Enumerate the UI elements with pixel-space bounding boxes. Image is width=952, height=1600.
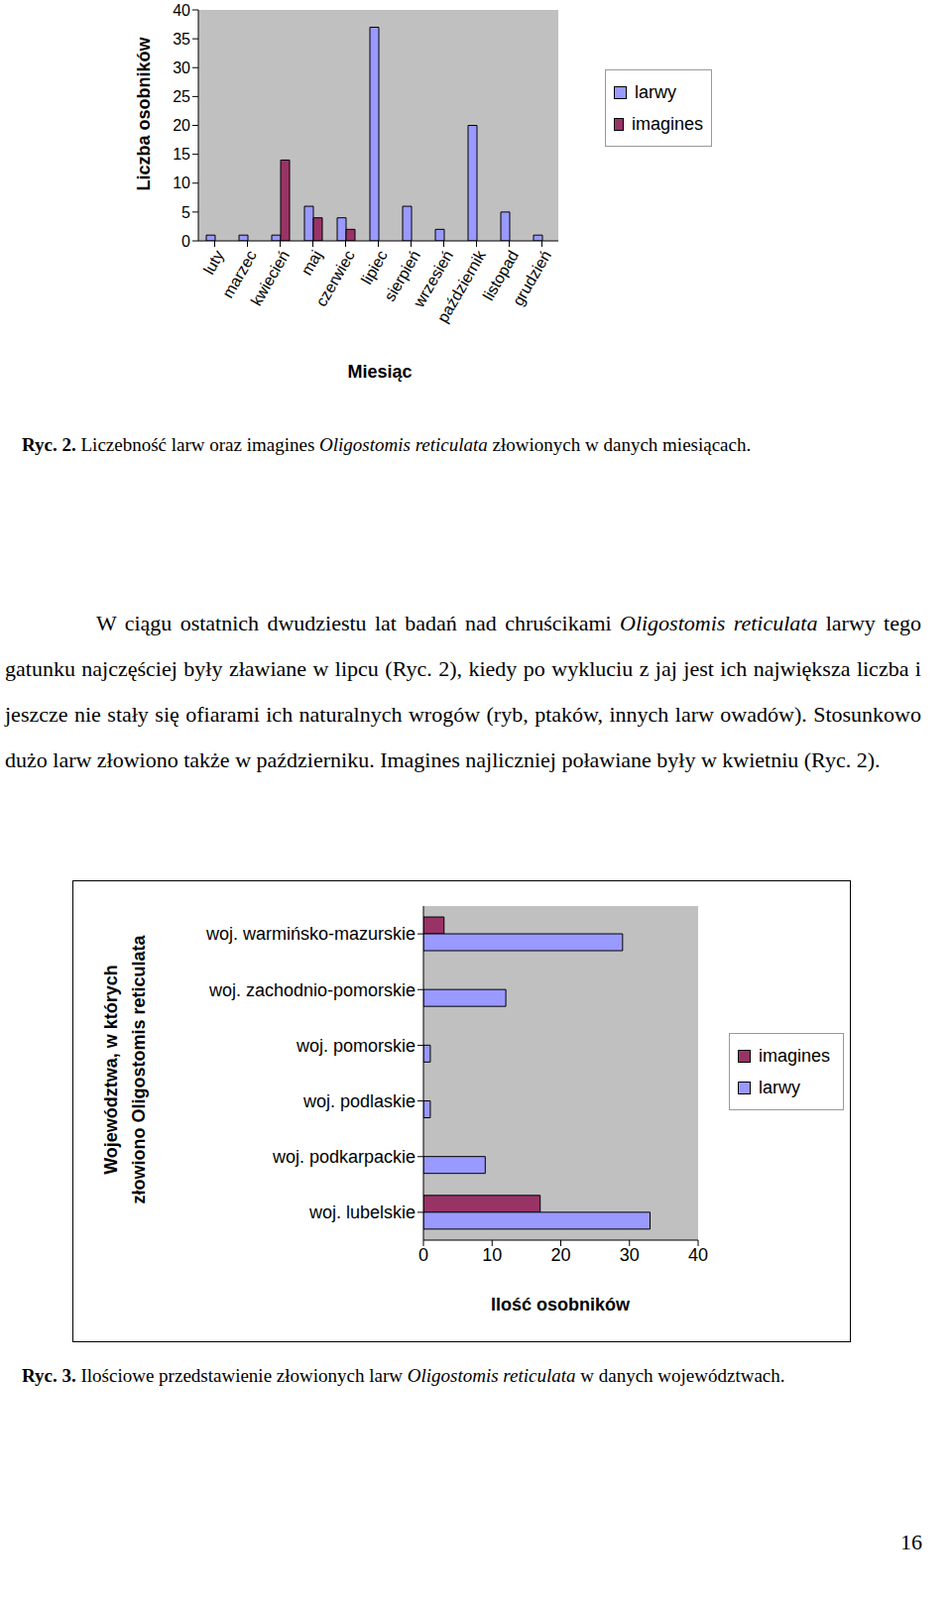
- svg-text:30: 30: [172, 59, 191, 77]
- svg-text:30: 30: [619, 1245, 640, 1266]
- svg-text:lipiec: lipiec: [357, 247, 391, 288]
- html-text:W ciągu ostatnich dwudziestu l: W ciągu ostatnich dwudziestu lat badań n…: [4, 610, 922, 773]
- svg-text:maj: maj: [297, 247, 326, 279]
- svg-text:40: 40: [172, 1, 191, 19]
- html-text:Ryc. 3. Ilościowe przedstawien: Ryc. 3. Ilościowe przedstawienie złowion…: [21, 1365, 785, 1387]
- svg-text:0: 0: [181, 233, 191, 250]
- svg-text:10: 10: [481, 1245, 502, 1266]
- html-text:Ryc. 2. Liczebność larw oraz i: Ryc. 2. Liczebność larw oraz imagines Ol…: [21, 434, 751, 456]
- svg-text:czerwiec: czerwiec: [312, 247, 358, 310]
- html-text:imagines: imagines: [758, 1045, 831, 1066]
- svg-text:woj. lubelskie: woj. lubelskie: [308, 1202, 416, 1223]
- svg-text:0: 0: [418, 1245, 429, 1266]
- svg-text:woj. podlaskie: woj. podlaskie: [302, 1091, 416, 1112]
- svg-text:wrzesień: wrzesień: [410, 247, 457, 311]
- svg-text:luty: luty: [200, 247, 228, 278]
- svg-text:25: 25: [172, 88, 191, 106]
- svg-text:20: 20: [172, 117, 191, 134]
- svg-text:październik: październik: [434, 246, 490, 326]
- html-text:Miesiąc: Miesiąc: [347, 361, 413, 382]
- svg-text:40: 40: [688, 1245, 709, 1266]
- svg-text:sierpień: sierpień: [380, 247, 424, 305]
- svg-text:20: 20: [550, 1245, 571, 1266]
- svg-text:listopad: listopad: [479, 247, 522, 304]
- html-text:larwy: larwy: [758, 1077, 801, 1098]
- svg-text:35: 35: [172, 30, 191, 48]
- svg-text:woj. warmińsko-mazurskie: woj. warmińsko-mazurskie: [205, 924, 416, 945]
- svg-text:5: 5: [181, 204, 191, 222]
- html-text:Liczba osobników: Liczba osobników: [133, 37, 154, 191]
- svg-text:marzec: marzec: [219, 247, 260, 302]
- svg-text:woj. zachodnio-pomorskie: woj. zachodnio-pomorskie: [208, 980, 416, 1001]
- html-text:Województwa, w których: Województwa, w których: [101, 965, 121, 1176]
- svg-text:10: 10: [172, 174, 191, 192]
- html-text:larwy: larwy: [634, 81, 677, 102]
- html-text:złowiono Oligostomis reticulat: złowiono Oligostomis reticulata: [128, 935, 149, 1205]
- svg-text:woj. podkarpackie: woj. podkarpackie: [271, 1147, 416, 1168]
- html-text:imagines: imagines: [631, 113, 704, 134]
- html-text:Ilość osobników: Ilość osobników: [490, 1294, 630, 1315]
- svg-text:kwiecień: kwiecień: [247, 247, 293, 310]
- svg-text:grudzień: grudzień: [509, 247, 555, 310]
- html-text:16: 16: [900, 1530, 923, 1555]
- svg-text:woj. pomorskie: woj. pomorskie: [295, 1036, 416, 1057]
- svg-text:15: 15: [172, 145, 191, 163]
